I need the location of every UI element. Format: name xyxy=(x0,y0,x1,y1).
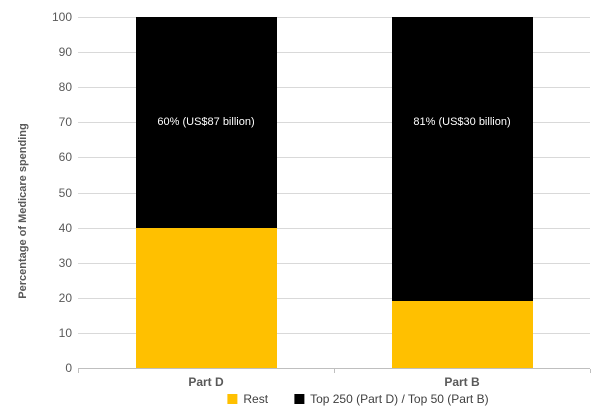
legend-item: Top 250 (Part D) / Top 50 (Part B) xyxy=(294,392,489,406)
x-axis-label: Part D xyxy=(188,375,224,389)
bar-segment-rest xyxy=(135,227,277,368)
gridline xyxy=(78,157,590,159)
gridline xyxy=(78,262,590,264)
y-tick-label: 60 xyxy=(58,150,72,165)
gridline xyxy=(78,52,590,54)
y-tick-label: 70 xyxy=(58,115,72,130)
gridline xyxy=(78,227,590,229)
bar-segment-rest xyxy=(391,301,533,368)
gridline xyxy=(78,17,590,18)
legend-swatch-icon xyxy=(294,394,305,404)
gridline xyxy=(78,87,590,89)
x-axis-tick xyxy=(334,369,335,373)
gridline xyxy=(78,122,590,124)
y-tick-label: 10 xyxy=(58,325,72,340)
legend-swatch-icon xyxy=(227,394,238,404)
gridline xyxy=(78,332,590,334)
legend-item: Rest xyxy=(227,392,268,406)
y-tick-label: 80 xyxy=(58,80,72,95)
y-tick-label: 30 xyxy=(58,255,72,270)
gridline xyxy=(78,297,590,299)
y-tick-label: 100 xyxy=(51,10,72,24)
x-axis-tick xyxy=(590,369,591,373)
legend-label: Rest xyxy=(243,392,269,406)
y-tick-label: 0 xyxy=(65,361,72,375)
bar-segment-top xyxy=(135,17,277,228)
gridline xyxy=(78,192,590,194)
bar-data-label: 81% (US$30 billion) xyxy=(413,116,511,129)
y-tick-label: 40 xyxy=(58,220,72,235)
legend: Rest Top 250 (Part D) / Top 50 (Part B) xyxy=(227,392,489,406)
y-tick-label: 90 xyxy=(58,45,72,60)
x-axis-tick xyxy=(78,369,79,373)
legend-label: Top 250 (Part D) / Top 50 (Part B) xyxy=(310,392,489,406)
bar-segment-top xyxy=(391,17,533,302)
x-axis-line xyxy=(78,368,590,369)
x-axis-label: Part B xyxy=(444,375,480,389)
y-tick-label: 50 xyxy=(58,185,72,200)
y-tick-label: 20 xyxy=(58,290,72,305)
bar-data-label: 60% (US$87 billion) xyxy=(157,116,255,129)
